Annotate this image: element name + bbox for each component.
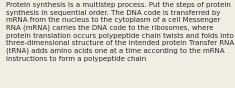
Text: Protein synthesis is a multistep process. Put the steps of protein
synthesis in : Protein synthesis is a multistep process… [6,2,234,62]
